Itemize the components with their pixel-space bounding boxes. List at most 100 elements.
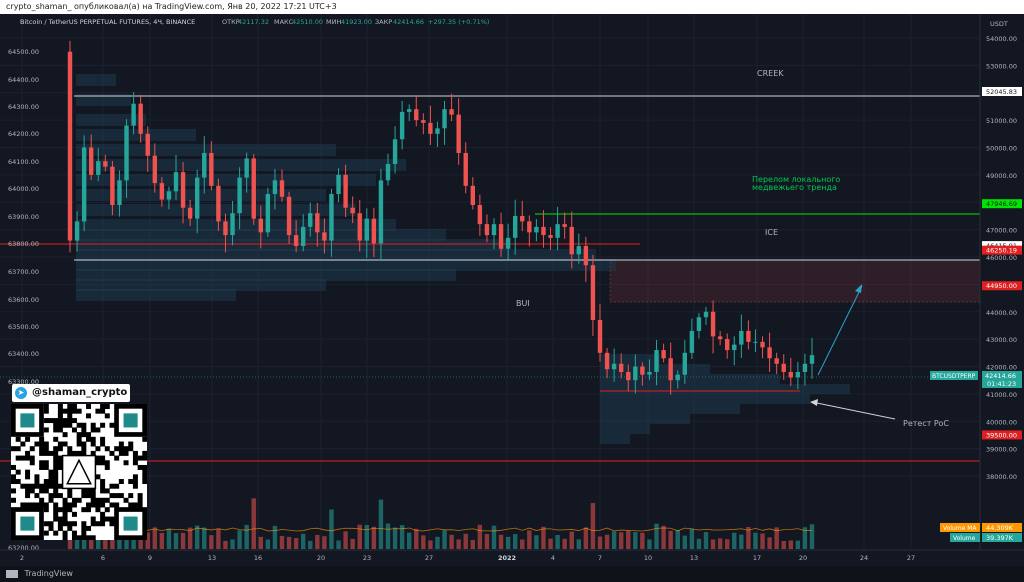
qr-module <box>100 488 106 494</box>
left-axis-tick: 63300.00 <box>8 378 39 386</box>
qr-module <box>15 436 21 442</box>
qr-module <box>34 441 40 447</box>
profile-row <box>76 279 326 291</box>
telegram-badge[interactable]: ➤ @shaman_crypto <box>12 384 130 402</box>
candle-body <box>809 355 815 364</box>
candle-body <box>421 120 426 123</box>
price-tag-label: 39500.00 <box>986 431 1017 439</box>
volume-bar <box>470 539 475 549</box>
candle-body <box>216 185 221 222</box>
right-axis-tick: 54000.00 <box>986 35 1017 43</box>
qr-module <box>39 464 45 470</box>
qr-module <box>81 521 87 527</box>
qr-code[interactable] <box>11 404 148 541</box>
qr-module <box>86 507 92 513</box>
volume-bar <box>739 534 744 549</box>
annotation-break-1: Перелом локального <box>752 175 840 184</box>
qr-module <box>53 427 59 433</box>
price-chart[interactable]: CREEK ICE BUI Перелом локального медвежь… <box>0 8 1024 566</box>
footer-brand: TradingView <box>24 569 73 578</box>
qr-module <box>76 408 82 414</box>
qr-module <box>100 516 106 522</box>
candle-body <box>244 158 249 178</box>
candle-body <box>329 194 334 241</box>
candle-body <box>477 204 483 225</box>
qr-finder-center <box>20 516 35 531</box>
qr-module <box>57 418 63 424</box>
qr-module <box>39 460 45 466</box>
legend-open: 42117.32 <box>238 18 269 26</box>
time-axis-tick: 16 <box>254 554 262 562</box>
qr-module <box>128 441 134 447</box>
qr-module <box>25 469 31 475</box>
candle-body <box>308 213 313 227</box>
candle-body <box>774 358 779 364</box>
volume-bar <box>138 539 143 549</box>
qr-module <box>81 525 87 531</box>
qr-module <box>67 408 73 414</box>
qr-module <box>118 446 124 452</box>
left-axis-tick: 63700.00 <box>8 268 39 276</box>
volume-bar <box>788 540 793 549</box>
qr-module <box>53 422 59 428</box>
candle-body <box>195 177 200 219</box>
price-tag-label: 46250.19 <box>986 247 1017 255</box>
qr-module <box>100 497 106 503</box>
qr-module <box>62 408 68 414</box>
volume-bar <box>633 532 638 549</box>
qr-module <box>15 446 21 452</box>
candle-body <box>209 152 214 186</box>
candle-body <box>336 174 341 195</box>
candle-body <box>647 371 652 375</box>
qr-module <box>11 474 16 480</box>
qr-module <box>34 483 40 489</box>
candle-body <box>103 161 108 167</box>
right-axis-tick: 40000.00 <box>986 418 1017 426</box>
volume-bar <box>428 540 433 549</box>
qr-module <box>90 436 96 442</box>
left-axis-tick: 63200.00 <box>8 544 39 552</box>
chart-area[interactable]: CREEK ICE BUI Перелом локального медвежь… <box>0 8 1024 566</box>
qr-module <box>86 413 92 419</box>
qr-module <box>57 483 63 489</box>
qr-module <box>109 483 115 489</box>
qr-module <box>25 436 31 442</box>
volume-bar <box>89 532 94 549</box>
qr-module <box>128 502 134 508</box>
profile-row <box>76 189 326 201</box>
price-tag <box>982 430 1022 440</box>
price-tag <box>982 281 1022 291</box>
volume-bar <box>597 536 603 549</box>
candle-body <box>760 341 765 348</box>
qr-module <box>90 450 96 456</box>
volume-bar <box>534 535 539 549</box>
qr-module <box>95 455 101 461</box>
qr-module <box>86 535 92 541</box>
right-axis-tick: 43000.00 <box>986 336 1017 344</box>
qr-module <box>109 422 115 428</box>
qr-module <box>100 460 106 466</box>
time-axis-tick: 10 <box>644 554 652 562</box>
qr-module <box>25 455 31 461</box>
candle-body <box>138 103 143 134</box>
candle-body <box>265 194 271 233</box>
qr-module <box>57 427 63 433</box>
candle-body <box>534 226 539 233</box>
qr-module <box>43 479 49 485</box>
volume-profile <box>76 74 850 444</box>
volume-bar <box>286 536 292 549</box>
qr-module <box>15 455 21 461</box>
qr-module <box>71 450 77 456</box>
candle-body <box>67 51 73 241</box>
current-price-countdown: 01:41:23 <box>987 380 1016 388</box>
telegram-handle: @shaman_crypto <box>32 387 128 398</box>
qr-module <box>53 464 59 470</box>
qr-module <box>71 502 77 508</box>
candle-body <box>435 128 440 134</box>
qr-module <box>67 404 73 409</box>
candle-body <box>96 161 101 175</box>
qr-module <box>62 418 68 424</box>
candle-body <box>689 330 695 353</box>
candle-body <box>258 218 263 233</box>
qr-module <box>118 450 124 456</box>
